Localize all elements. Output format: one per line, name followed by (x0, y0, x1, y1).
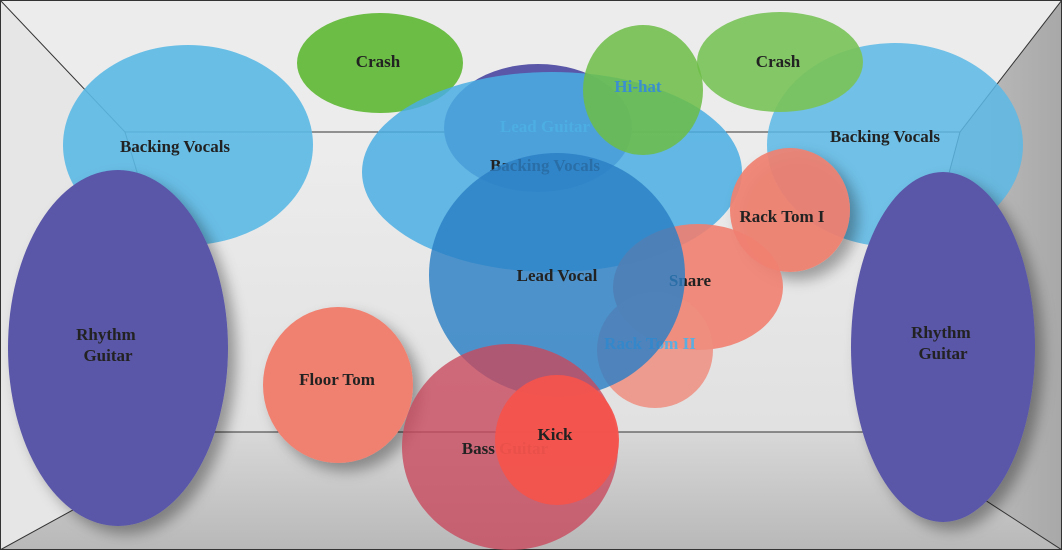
instrument-layers: Backing Vocals Backing Vocals Crash Crash Le… (8, 12, 1035, 550)
instrument-blob (697, 12, 863, 112)
instrument-label: Hi-hat (614, 77, 662, 96)
instrument-label: Backing Vocals (830, 127, 940, 146)
instrument-blob (851, 172, 1035, 522)
instrument-label: Crash (356, 52, 401, 71)
instrument-blob (8, 170, 228, 526)
instrument-blob (263, 307, 413, 463)
instrument-blob (429, 153, 685, 397)
instrument-label: Kick (538, 425, 573, 444)
instrument-label: Floor Tom (299, 370, 375, 389)
instrument-label: Backing Vocals (120, 137, 230, 156)
instrument-label: Lead Vocal (517, 266, 598, 285)
instrument-blob (495, 375, 619, 505)
instrument-label: Rhythm Guitar (911, 323, 975, 363)
instrument-blob (297, 13, 463, 113)
instrument-label: Crash (756, 52, 801, 71)
instrument-label: Rack Tom I (739, 207, 824, 226)
instrument-blob (730, 148, 850, 272)
instrument-blob (583, 25, 703, 155)
instrument-label: Rhythm Guitar (76, 325, 140, 365)
